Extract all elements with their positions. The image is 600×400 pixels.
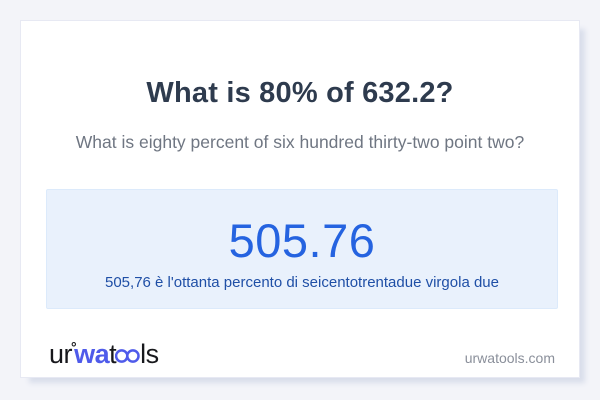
logo-glasses-oo-icon [115, 339, 140, 369]
logo-text-ur: ur [49, 339, 73, 369]
urwatools-logo[interactable]: ur°wat ls [49, 339, 159, 370]
logo-degree-mark: ° [71, 339, 77, 355]
result-description-italian: 505,76 è l'ottanta percento di seicentot… [105, 273, 499, 291]
result-value: 505.76 [228, 214, 376, 268]
question-title: What is 80% of 632.2? [146, 77, 454, 109]
result-box: 505.76 505,76 è l'ottanta percento di se… [46, 189, 558, 309]
logo-text-wa: wa [74, 339, 110, 369]
question-subtitle-words: What is eighty percent of six hundred th… [75, 132, 525, 152]
logo-text-t: t [109, 339, 117, 369]
calculator-result-card: What is 80% of 632.2? What is eighty per… [20, 20, 580, 378]
logo-text-ls: ls [140, 339, 159, 369]
website-url: urwatools.com [464, 350, 555, 366]
